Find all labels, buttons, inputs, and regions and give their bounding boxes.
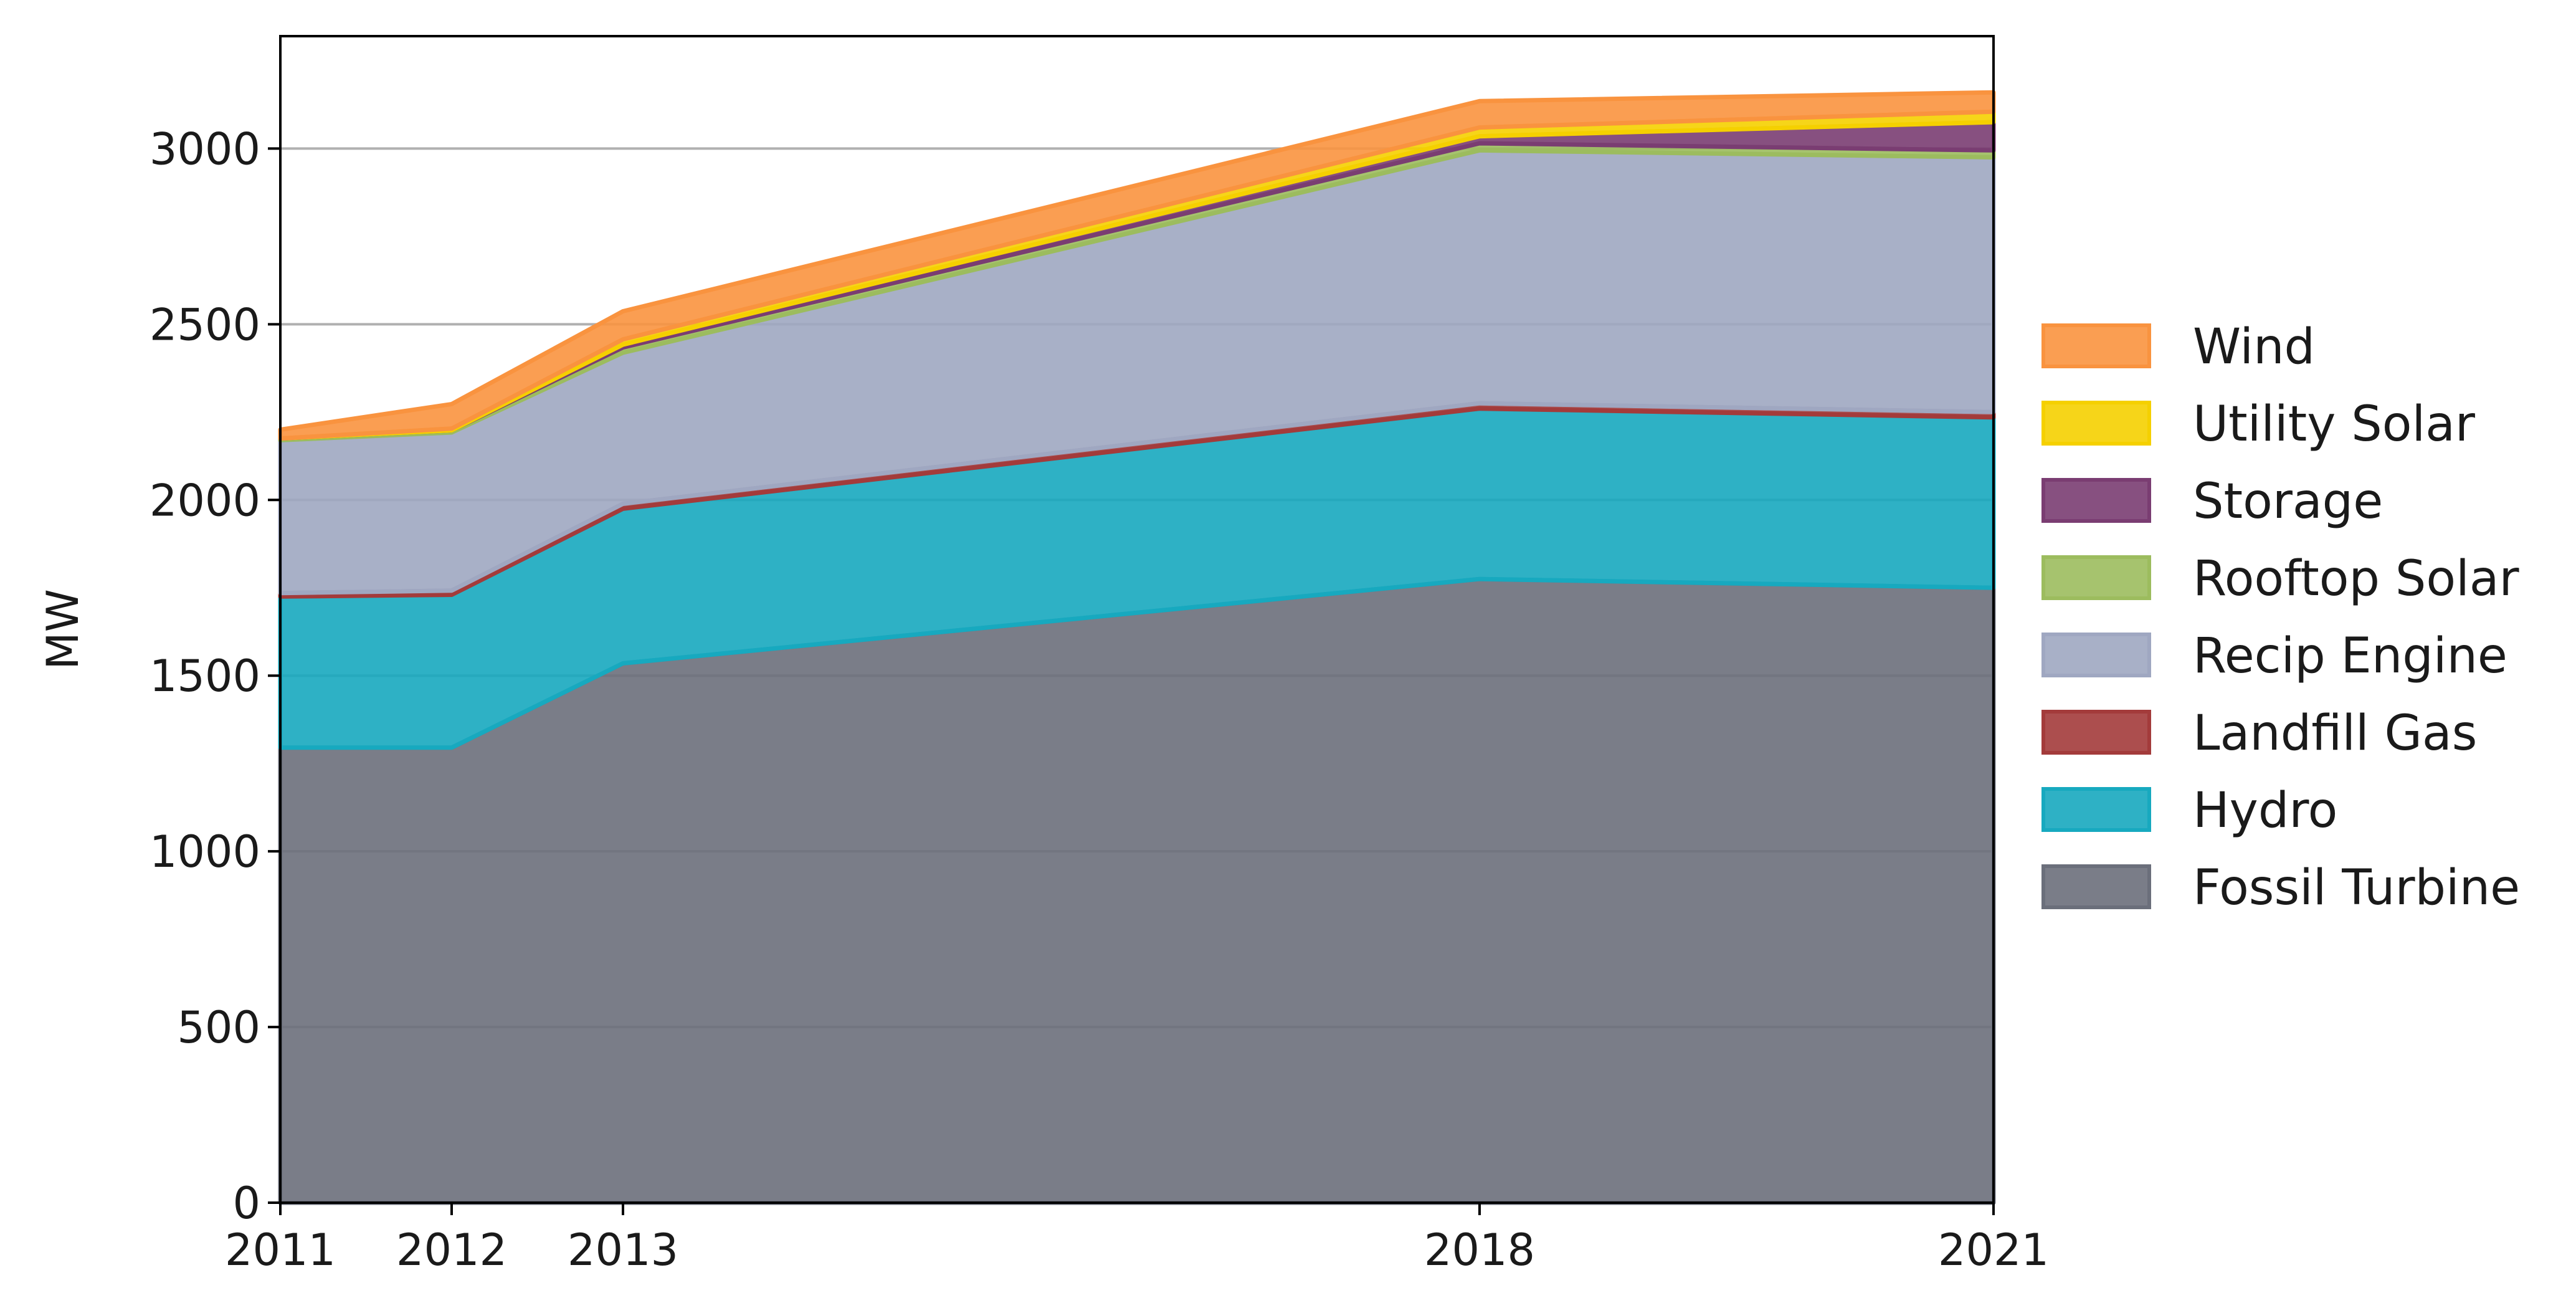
x-tick-label: 2012 bbox=[396, 1225, 507, 1276]
legend-label-recip-engine: Recip Engine bbox=[2193, 628, 2507, 684]
x-tick-label: 2018 bbox=[1424, 1225, 1535, 1276]
y-tick-label: 500 bbox=[177, 1002, 260, 1053]
legend-label-storage: Storage bbox=[2193, 474, 2383, 530]
y-tick-label: 1500 bbox=[150, 651, 260, 702]
plot-frame bbox=[279, 35, 1995, 1204]
legend-label-utility-solar: Utility Solar bbox=[2193, 396, 2476, 452]
legend-label-rooftop-solar: Rooftop Solar bbox=[2193, 551, 2520, 607]
legend-label-wind: Wind bbox=[2193, 319, 2315, 375]
legend-swatch-utility-solar bbox=[2041, 401, 2151, 446]
legend-swatch-hydro bbox=[2041, 787, 2151, 832]
axes: 0 500 1000 1500 2000 2500 3000 2011 2012 2013 2018… bbox=[150, 35, 2049, 1276]
y-tick-label: 2000 bbox=[150, 475, 260, 526]
legend-swatch-fossil-turbine bbox=[2041, 864, 2151, 909]
legend-label-fossil-turbine: Fossil Turbine bbox=[2193, 860, 2520, 916]
legend-label-landfill-gas: Landfill Gas bbox=[2193, 705, 2477, 762]
legend: Wind Utility Solar Storage Rooftop Solar Rec… bbox=[2041, 319, 2520, 916]
legend-label-hydro: Hydro bbox=[2193, 783, 2337, 839]
legend-swatch-wind bbox=[2041, 323, 2151, 368]
area-series bbox=[278, 90, 1996, 1205]
y-tick-label: 1000 bbox=[150, 826, 260, 877]
legend-swatch-landfill-gas bbox=[2041, 710, 2151, 755]
legend-swatch-recip-engine bbox=[2041, 633, 2151, 677]
legend-swatch-rooftop-solar bbox=[2041, 555, 2151, 600]
y-tick-label: 3000 bbox=[150, 123, 260, 174]
legend-swatch-storage bbox=[2041, 478, 2151, 523]
y-tick-label: 0 bbox=[232, 1178, 260, 1229]
x-tick-label: 2011 bbox=[225, 1225, 336, 1276]
x-tick-label: 2021 bbox=[1938, 1225, 2049, 1276]
x-tick-label: 2013 bbox=[568, 1225, 678, 1276]
y-tick-label: 2500 bbox=[150, 299, 260, 350]
y-axis-title: MW bbox=[37, 589, 88, 670]
